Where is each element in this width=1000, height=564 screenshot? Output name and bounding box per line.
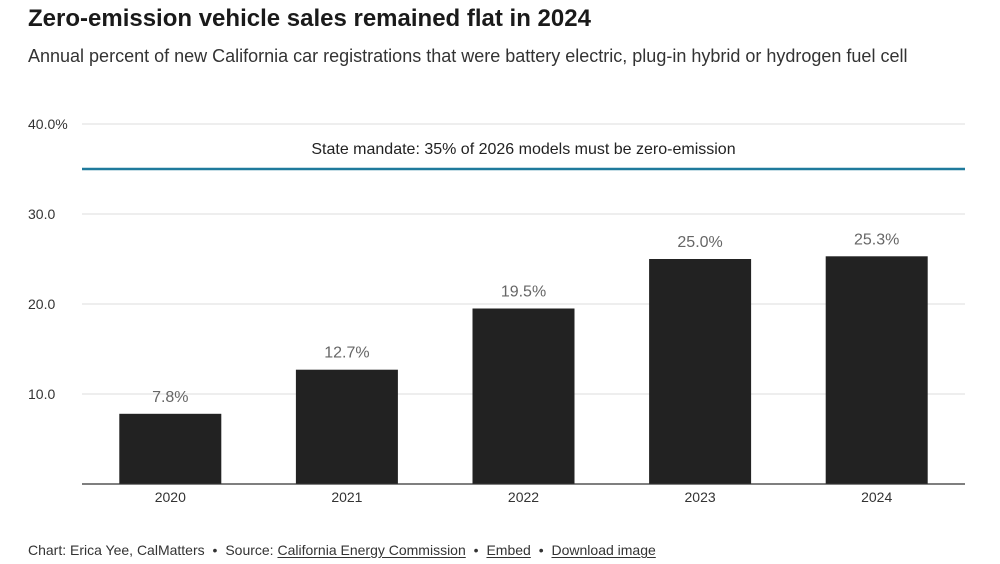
x-tick-label: 2024 (861, 489, 892, 505)
chart-title: Zero-emission vehicle sales remained fla… (28, 5, 591, 32)
mandate-reference-label: State mandate: 35% of 2026 models must b… (311, 141, 735, 158)
value-label-2021: 12.7% (324, 345, 369, 362)
x-tick-label: 2023 (685, 489, 716, 505)
bar-2020 (119, 413, 222, 484)
bar-2022 (472, 308, 575, 484)
y-tick-label: 30.0 (28, 206, 55, 222)
download-image-link[interactable]: Download image (551, 542, 656, 558)
source-link[interactable]: California Energy Commission (277, 542, 466, 558)
x-tick-label: 2022 (508, 489, 539, 505)
footer-separator: • (473, 542, 479, 558)
x-tick-label: 2021 (331, 489, 362, 505)
chart-footer: Chart: Erica Yee, CalMatters • Source: C… (28, 540, 656, 560)
y-tick-label: 40.0% (28, 116, 68, 132)
y-axis-ticks: 10.0 20.0 30.0 40.0% (28, 116, 68, 402)
bar-2023 (649, 259, 752, 484)
value-labels: 7.8% 12.7% 19.5% 25.0% 25.3% (152, 231, 899, 405)
x-axis-ticks: 2020 2021 2022 2023 2024 (155, 489, 893, 505)
chart-subtitle: Annual percent of new California car reg… (28, 46, 908, 66)
footer-separator: • (212, 542, 218, 558)
embed-link[interactable]: Embed (486, 542, 531, 558)
value-label-2022: 19.5% (501, 284, 546, 301)
source-prefix: Source: (225, 542, 274, 558)
bars (119, 256, 928, 484)
bar-chart: 10.0 20.0 30.0 40.0% State mandate: 35% of … (28, 116, 965, 505)
y-tick-label: 20.0 (28, 296, 55, 312)
x-tick-label: 2020 (155, 489, 186, 505)
reference-line-group: State mandate: 35% of 2026 models must b… (82, 141, 965, 171)
bar-2021 (295, 369, 398, 484)
value-label-2024: 25.3% (854, 231, 899, 248)
bar-2024 (825, 256, 928, 484)
footer-separator: • (538, 542, 544, 558)
chart-credit: Chart: Erica Yee, CalMatters (28, 542, 205, 558)
value-label-2023: 25.0% (677, 234, 722, 251)
value-label-2020: 7.8% (152, 389, 188, 406)
y-tick-label: 10.0 (28, 386, 55, 402)
